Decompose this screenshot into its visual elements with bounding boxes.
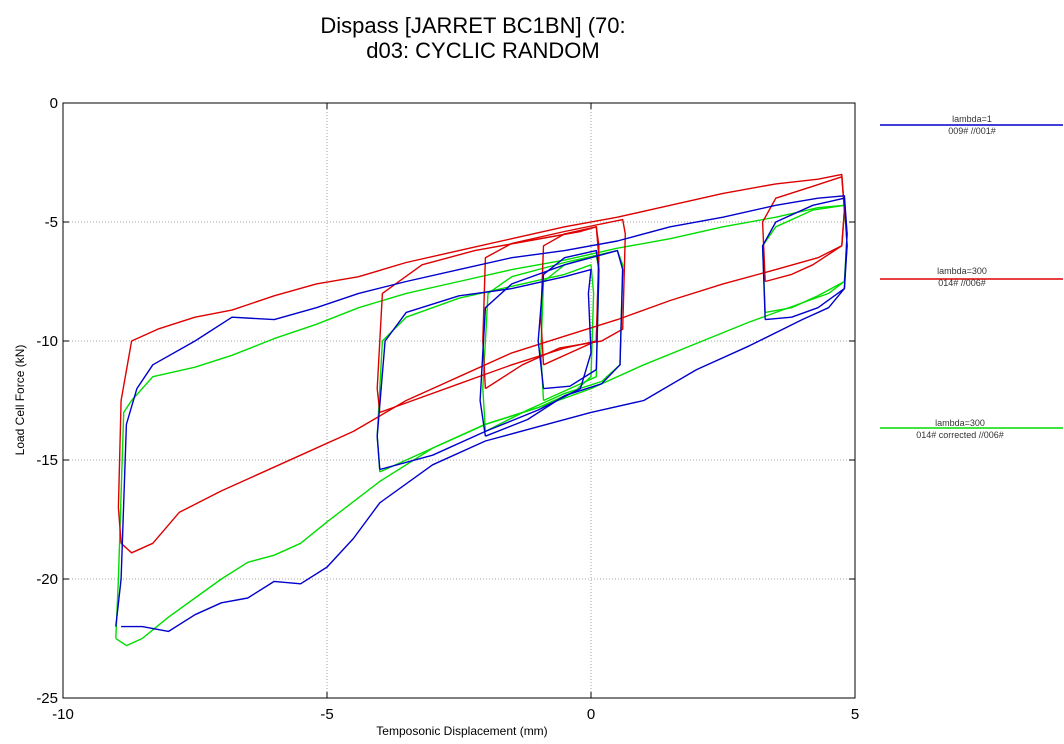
legend-label-2-line-1: lambda=300 (937, 266, 987, 276)
plot-frame (62, 102, 856, 699)
x-axis-label: Temposonic Displacement (mm) (376, 724, 547, 738)
series-2-loop-2 (376, 226, 600, 414)
series-1-loop-5 (761, 197, 848, 321)
legend-entry-3: lambda=300 014# corrected //006# (880, 418, 1063, 440)
chart-title-line-1: Dispass [JARRET BC1BN] (70: (320, 13, 625, 38)
y-tick-label-0: 0 (50, 95, 58, 112)
legend-label-3-line-1: lambda=300 (935, 418, 985, 428)
axis-ticks: -10 -5 0 5 0 -5 -10 -15 -20 -25 (36, 95, 859, 723)
grid-lines (63, 103, 855, 698)
series-1-loop-3 (479, 249, 624, 437)
legend: lambda=1 009# //001# lambda=300 014# //0… (880, 114, 1063, 440)
y-tick-label-5: -25 (36, 690, 58, 707)
x-tick-label-2: 0 (587, 706, 595, 723)
chart-title-line-2: d03: CYCLIC RANDOM (366, 38, 600, 63)
plot-series (115, 173, 848, 647)
legend-label-3-line-2: 014# corrected //006# (916, 430, 1004, 440)
series-2-loop-5 (761, 176, 846, 283)
x-tick-label-3: 5 (851, 706, 859, 723)
y-tick-label-2: -10 (36, 333, 58, 350)
series-2-loop-3 (482, 218, 626, 390)
series-1-loop-2 (376, 268, 592, 471)
series-3 (115, 204, 848, 647)
legend-entry-1: lambda=1 009# //001# (880, 114, 1063, 136)
series-2 (117, 173, 846, 554)
y-tick-label-1: -5 (45, 214, 58, 231)
legend-entry-2: lambda=300 014# //006# (880, 266, 1063, 288)
x-tick-label-0: -10 (52, 706, 74, 723)
series-1-loop-4 (537, 249, 600, 390)
x-tick-label-1: -5 (320, 706, 333, 723)
series-1 (115, 195, 848, 633)
y-tick-label-3: -15 (36, 452, 58, 469)
legend-label-1-line-1: lambda=1 (952, 114, 992, 124)
series-2-loop-1 (117, 173, 846, 554)
legend-label-1-line-2: 009# //001# (948, 126, 996, 136)
y-axis-label: Load Cell Force (kN) (13, 345, 27, 456)
y-tick-label-4: -20 (36, 571, 58, 588)
legend-label-2-line-2: 014# //006# (938, 278, 986, 288)
